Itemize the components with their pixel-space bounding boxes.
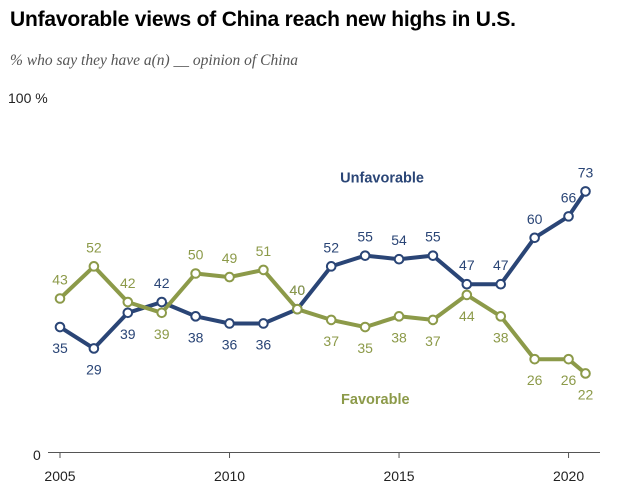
y-bottom-label: 0: [33, 447, 41, 463]
data-point-unfavorable: [325, 261, 337, 272]
data-label-unfavorable: 40: [290, 282, 306, 298]
data-label-unfavorable: 42: [154, 275, 170, 291]
data-label-favorable: 51: [256, 243, 272, 259]
x-tick-label: 2005: [44, 468, 75, 484]
data-label-favorable: 22: [578, 386, 594, 402]
data-point-favorable: [529, 353, 540, 365]
data-point-favorable: [122, 296, 134, 308]
data-label-unfavorable: 66: [561, 189, 577, 205]
data-label-unfavorable: 55: [425, 229, 441, 245]
data-point-unfavorable: [224, 318, 235, 329]
data-label-favorable: 43: [52, 271, 68, 287]
data-point-unfavorable: [393, 253, 405, 265]
data-label-favorable: 38: [493, 329, 509, 345]
data-label-unfavorable: 52: [323, 239, 339, 255]
y-top-label: 100 %: [8, 90, 48, 106]
data-label-unfavorable: 39: [120, 326, 136, 342]
data-label-unfavorable: 35: [52, 340, 68, 356]
data-point-favorable: [224, 271, 235, 283]
data-label-unfavorable: 73: [578, 164, 594, 180]
data-label-unfavorable: 60: [527, 211, 543, 227]
data-point-unfavorable: [427, 250, 439, 261]
data-point-favorable: [258, 264, 269, 276]
data-point-favorable: [325, 314, 337, 326]
data-label-unfavorable: 55: [357, 229, 373, 245]
x-tick-label: 2010: [214, 468, 245, 484]
data-label-unfavorable: 36: [222, 336, 238, 352]
data-point-unfavorable: [122, 307, 134, 319]
data-label-unfavorable: 29: [86, 361, 102, 377]
data-point-unfavorable: [529, 232, 540, 244]
x-tick-label: 2020: [553, 468, 584, 484]
series-label-favorable: Favorable: [341, 392, 410, 408]
data-point-favorable: [580, 368, 591, 379]
data-point-unfavorable: [495, 278, 507, 290]
data-point-favorable: [292, 303, 303, 315]
data-point-unfavorable: [563, 211, 574, 222]
series-label-unfavorable: Unfavorable: [340, 170, 424, 186]
data-point-favorable: [563, 353, 574, 365]
data-point-unfavorable: [359, 250, 371, 261]
data-label-favorable: 37: [323, 333, 339, 349]
data-label-favorable: 26: [561, 372, 577, 388]
x-tick-label: 2015: [383, 468, 414, 484]
data-point-unfavorable: [88, 343, 100, 354]
data-point-favorable: [393, 311, 405, 322]
data-label-favorable: 38: [391, 329, 407, 345]
data-point-favorable: [88, 261, 100, 272]
data-label-favorable: 50: [188, 247, 204, 263]
data-label-favorable: 52: [86, 239, 102, 255]
data-label-unfavorable: 47: [493, 257, 509, 273]
data-point-favorable: [156, 307, 168, 319]
data-point-favorable: [495, 311, 507, 322]
chart-title: Unfavorable views of China reach new hig…: [10, 8, 516, 31]
data-label-favorable: 37: [425, 333, 441, 349]
data-point-unfavorable: [580, 186, 591, 197]
data-label-favorable: 42: [120, 275, 136, 291]
data-point-unfavorable: [258, 318, 269, 329]
data-label-favorable: 35: [357, 340, 373, 356]
data-label-unfavorable: 54: [391, 232, 407, 248]
data-label-favorable: 49: [222, 250, 238, 266]
data-point-favorable: [427, 314, 439, 326]
data-label-unfavorable: 36: [256, 336, 272, 352]
series-line-favorable: [58, 264, 588, 376]
data-point-unfavorable: [190, 311, 201, 322]
data-label-favorable: 44: [459, 308, 475, 324]
data-label-favorable: 26: [527, 372, 543, 388]
data-point-favorable: [461, 289, 473, 301]
data-point-favorable: [190, 268, 201, 279]
data-label-unfavorable: 38: [188, 329, 204, 345]
data-point-unfavorable: [156, 296, 168, 308]
data-point-unfavorable: [461, 278, 473, 290]
data-point-favorable: [359, 321, 371, 333]
data-label-favorable: 40: [290, 282, 306, 298]
data-label-favorable: 39: [154, 326, 170, 342]
data-point-unfavorable: [54, 321, 66, 333]
chart-subtitle: % who say they have a(n) __ opinion of C…: [10, 52, 298, 69]
data-point-favorable: [54, 293, 66, 304]
data-label-unfavorable: 47: [459, 257, 475, 273]
